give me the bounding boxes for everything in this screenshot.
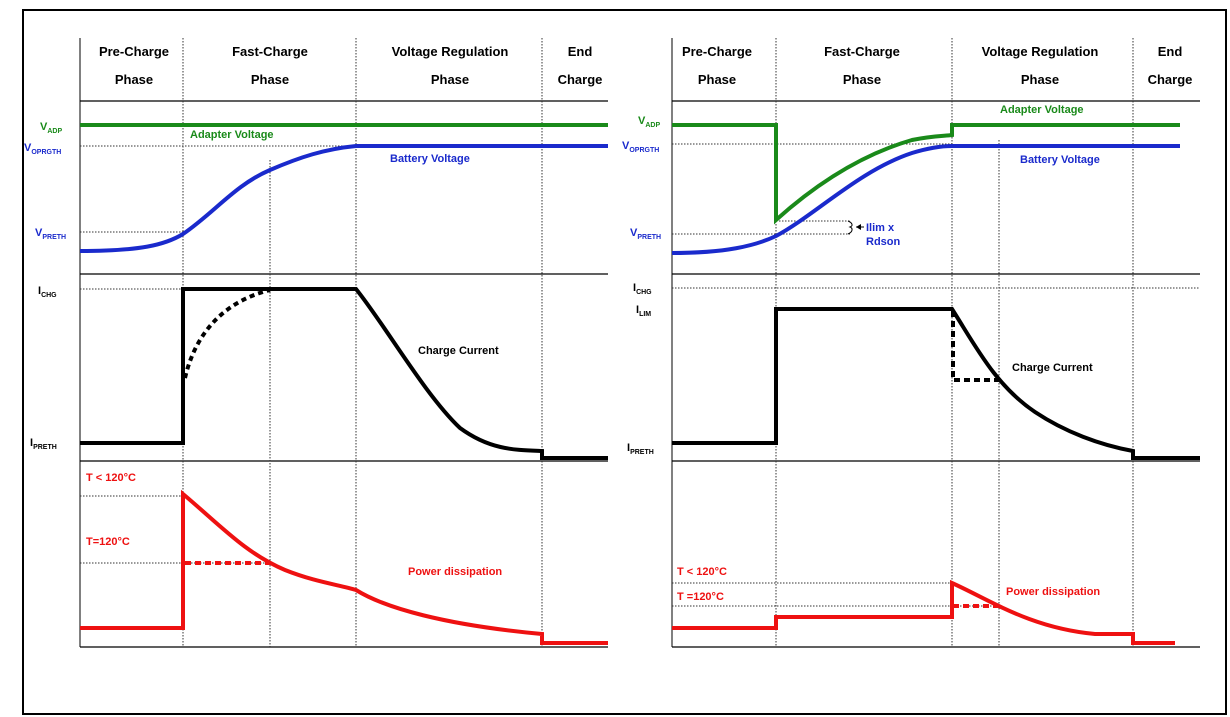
right-phase-2-line2: Phase <box>843 72 881 87</box>
right-i-lim-label: ILIM <box>636 304 651 318</box>
left-t-eq-label: T=120°C <box>86 536 130 548</box>
right-v-preth-label: VPRETH <box>630 227 661 241</box>
left-phase-1-line2: Phase <box>115 72 153 87</box>
right-phase-4-line2: Charge <box>1148 72 1193 87</box>
right-phase-4-line1: End <box>1158 44 1183 59</box>
right-v-adp-label: VADP <box>638 115 660 129</box>
left-i-preth-label: IPRETH <box>30 437 57 451</box>
right-adapter-voltage-label: Adapter Voltage <box>1000 104 1084 116</box>
right-i-chg-label: ICHG <box>633 282 652 296</box>
right-power-dissipation-label: Power dissipation <box>1006 586 1100 598</box>
left-phase-2-line1: Fast-Charge <box>232 44 308 59</box>
left-power-dissipation-label: Power dissipation <box>408 566 502 578</box>
right-ilim-rdson-arrowhead <box>856 224 861 230</box>
left-charge-current-dotted <box>183 288 271 379</box>
left-v-oprgth-label: VOPRGTH <box>24 142 61 156</box>
left-battery-voltage-curve <box>79 144 608 253</box>
left-t-le-label: T < 120°C <box>86 472 136 484</box>
left-phase-3-line2: Phase <box>431 72 469 87</box>
right-charge-current-dotted <box>951 311 999 382</box>
left-v-preth-label: VPRETH <box>35 227 66 241</box>
right-i-preth-label: IPRETH <box>627 442 654 456</box>
left-phase-4-line1: End <box>568 44 593 59</box>
right-t-le-label: T < 120°C <box>677 566 727 578</box>
right-t-eq-label: T =120°C <box>677 591 724 603</box>
right-phase-1-line2: Phase <box>698 72 736 87</box>
left-phase-2-line2: Phase <box>251 72 289 87</box>
right-charge-current-curve <box>672 307 1200 460</box>
left-v-adp-label: VADP <box>40 121 62 135</box>
right-charge-current-label: Charge Current <box>1012 362 1093 374</box>
left-power-dissipation-curve <box>80 489 608 645</box>
right-diagram: Pre-Charge Phase Fast-Charge Phase Volta… <box>622 38 1200 648</box>
left-i-chg-label: ICHG <box>38 285 57 299</box>
left-battery-voltage-label: Battery Voltage <box>390 153 470 165</box>
right-battery-voltage-curve <box>671 144 1180 255</box>
left-charge-current-curve <box>80 287 608 460</box>
right-battery-voltage-label: Battery Voltage <box>1020 154 1100 166</box>
right-ilim-rdson-label-2: Rdson <box>866 236 901 248</box>
right-phase-1-line1: Pre-Charge <box>682 44 752 59</box>
right-adapter-voltage-curve <box>672 123 1180 225</box>
right-phase-3-line1: Voltage Regulation <box>982 44 1099 59</box>
left-phase-1-line1: Pre-Charge <box>99 44 169 59</box>
left-phase-3-line1: Voltage Regulation <box>392 44 509 59</box>
right-ilim-rdson-label-1: Ilim x <box>866 222 895 234</box>
right-ilim-rdson-brace <box>847 220 853 235</box>
left-phase-4-line2: Charge <box>558 72 603 87</box>
right-phase-2-line1: Fast-Charge <box>824 44 900 59</box>
right-v-oprgth-label: VOPRGTH <box>622 140 659 154</box>
left-guide-lines <box>80 145 356 564</box>
right-phase-3-line2: Phase <box>1021 72 1059 87</box>
left-charge-current-label: Charge Current <box>418 345 499 357</box>
left-diagram: Pre-Charge Phase Fast-Charge Phase Volta… <box>24 38 608 648</box>
right-guide-lines <box>672 143 1200 607</box>
left-adapter-voltage-label: Adapter Voltage <box>190 129 274 141</box>
right-power-dissipation-curve <box>672 579 1175 645</box>
